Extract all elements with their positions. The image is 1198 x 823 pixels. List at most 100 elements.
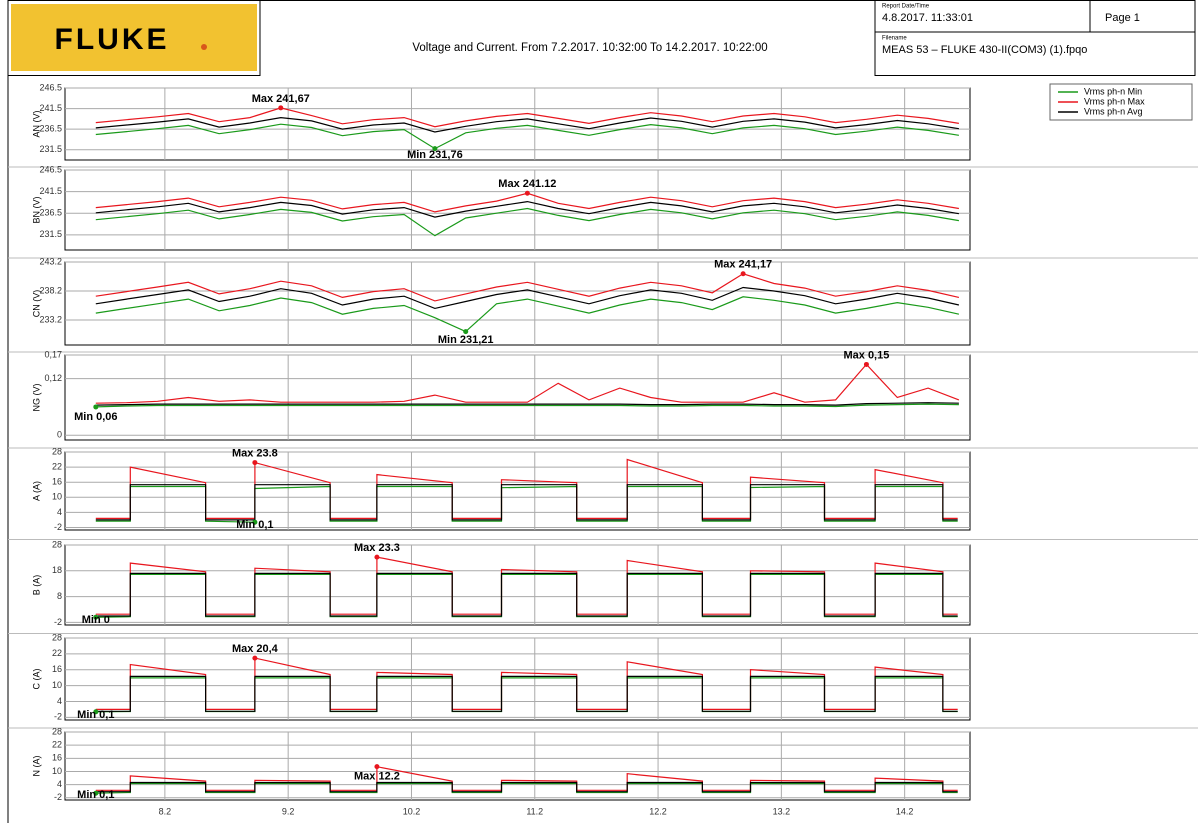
y-tick-label: 243.2 — [39, 256, 62, 266]
legend-label: Vrms ph-n Avg — [1084, 106, 1143, 116]
y-tick-label: 4 — [57, 779, 62, 789]
y-tick-label: 16 — [52, 477, 62, 487]
series-line — [95, 573, 958, 618]
plot-frame — [64, 637, 971, 721]
y-tick-label: 246.5 — [39, 164, 62, 174]
y-axis-label: C (A) — [31, 669, 41, 690]
annotation-point — [93, 404, 99, 410]
annotation-label: Min 0 — [82, 614, 110, 626]
annotation-point — [93, 709, 99, 715]
annotation-label: Max 241,17 — [714, 259, 772, 271]
annotation-point — [432, 146, 438, 152]
series-line — [95, 485, 958, 523]
y-tick-label: 231.5 — [39, 229, 62, 239]
series-line — [95, 363, 960, 404]
series-line — [95, 123, 959, 150]
y-tick-label: 241.5 — [39, 103, 62, 113]
y-axis-label: BN (V) — [31, 196, 41, 223]
plot-frame — [64, 354, 971, 441]
annotation-label: Max 241.12 — [498, 178, 556, 190]
annotation-label: Min 0,1 — [77, 789, 114, 801]
series-line — [95, 765, 958, 791]
y-axis-label: NG (V) — [31, 383, 41, 411]
series-line — [95, 572, 958, 617]
series-line — [95, 781, 958, 793]
y-tick-label: 236.5 — [39, 208, 62, 218]
annotation-label: Min 0,1 — [77, 709, 114, 721]
annotation-point — [463, 329, 469, 335]
x-tick-label: 10.2 — [403, 806, 421, 816]
series-line — [95, 675, 958, 712]
annotation-point — [374, 764, 380, 770]
y-tick-label: 22 — [52, 648, 62, 658]
y-tick-label: 16 — [52, 753, 62, 763]
annotation-point — [252, 519, 258, 525]
annotation-point — [93, 614, 99, 620]
annotation-point — [93, 790, 99, 796]
plot-frame — [64, 261, 971, 346]
legend-box — [1049, 83, 1193, 121]
y-tick-label: 22 — [52, 461, 62, 471]
y-tick-label: 16 — [52, 664, 62, 674]
report-date: 4.8.2017. 11:33:01 — [882, 12, 973, 24]
series-line — [95, 484, 958, 521]
y-axis-label: AN (V) — [31, 110, 41, 137]
annotation-label: Min 0,06 — [74, 411, 117, 423]
series-line — [95, 782, 958, 794]
annotation-label: Max 0,15 — [843, 349, 889, 361]
y-tick-label: 10 — [52, 680, 62, 690]
annotation-point — [374, 554, 380, 560]
series-line — [95, 458, 958, 519]
legend-label: Vrms ph-n Max — [1084, 96, 1145, 106]
y-tick-label: 246.5 — [39, 82, 62, 92]
file-name: MEAS 53 – FLUKE 430-II(COM3) (1).fpqo — [882, 44, 1087, 56]
series-line — [95, 207, 959, 237]
report-title: Voltage and Current. From 7.2.2017. 10:3… — [412, 42, 767, 54]
y-tick-label: -2 — [54, 712, 62, 722]
y-tick-label: 8 — [57, 591, 62, 601]
annotation-point — [740, 271, 746, 277]
annotation-label: Min 231,21 — [438, 334, 494, 346]
info-box — [874, 0, 1196, 76]
y-tick-label: -2 — [54, 617, 62, 627]
y-axis-label: A (A) — [31, 481, 41, 501]
annotation-point — [524, 190, 530, 196]
x-tick-label: 11.2 — [526, 806, 543, 816]
series-line — [95, 107, 959, 128]
y-tick-label: 233.2 — [39, 314, 62, 324]
y-axis-label: CN (V) — [31, 290, 41, 318]
y-tick-label: 28 — [52, 539, 62, 549]
y-axis-label: N (A) — [31, 756, 41, 777]
annotation-label: Min 0,1 — [236, 519, 273, 531]
logo: FLUKE — [55, 23, 170, 56]
plot-frame — [64, 451, 971, 531]
x-tick-label: 13.2 — [773, 806, 791, 816]
x-tick-label: 12.2 — [649, 806, 667, 816]
y-tick-label: 28 — [52, 726, 62, 736]
annotation-point — [278, 105, 284, 111]
series-line — [95, 273, 960, 302]
series-line — [95, 296, 960, 333]
y-tick-label: 0,17 — [44, 349, 62, 359]
y-tick-label: 4 — [57, 507, 62, 517]
y-tick-label: 236.5 — [39, 124, 62, 134]
y-tick-label: 10 — [52, 766, 62, 776]
y-tick-label: 4 — [57, 696, 62, 706]
y-tick-label: 238.2 — [39, 285, 62, 295]
series-line — [95, 403, 959, 408]
x-tick-label: 9.2 — [282, 806, 295, 816]
legend-label: Vrms ph-n Min — [1084, 86, 1142, 96]
x-tick-label: 8.2 — [159, 806, 172, 816]
annotation-point — [863, 361, 869, 367]
annotation-label: Max 20,4 — [232, 643, 279, 655]
date-caption: Report Date/Time — [882, 4, 930, 10]
y-tick-label: -2 — [54, 522, 62, 532]
annotation-point — [252, 655, 258, 661]
y-tick-label: 28 — [52, 446, 62, 456]
series-line — [95, 657, 958, 710]
logo-dot — [201, 44, 207, 50]
y-tick-label: 0 — [57, 430, 62, 440]
annotation-label: Max 23.3 — [354, 542, 400, 554]
page-number: Page 1 — [1105, 12, 1140, 24]
